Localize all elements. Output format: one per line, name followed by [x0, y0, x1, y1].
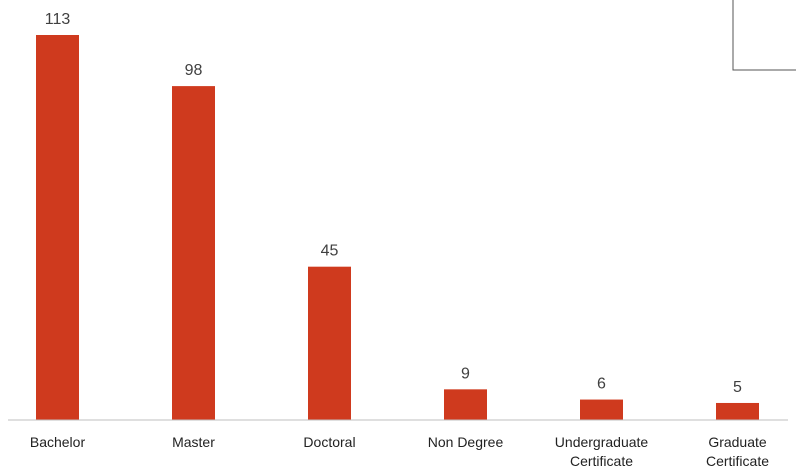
data-label-0: 113 [45, 11, 71, 28]
category-label-1-0: Master [172, 434, 215, 450]
bar-2 [308, 266, 351, 420]
data-label-4: 6 [597, 376, 606, 393]
category-label-4-1: Certificate [570, 453, 633, 469]
data-label-2: 45 [321, 243, 339, 260]
category-label-2-0: Doctoral [303, 434, 355, 450]
bar-1 [172, 86, 215, 420]
bar-3 [444, 389, 487, 420]
category-label-0-0: Bachelor [30, 434, 86, 450]
bar-0 [36, 35, 79, 420]
bar-4 [580, 399, 623, 420]
category-label-5-0: Graduate [708, 434, 767, 450]
bar-5 [716, 402, 759, 420]
data-label-3: 9 [461, 365, 470, 382]
data-label-5: 5 [733, 379, 742, 396]
category-label-3-0: Non Degree [428, 434, 504, 450]
data-label-1: 98 [185, 62, 203, 79]
category-label-4-0: Undergraduate [555, 434, 649, 450]
category-label-5-1: Certificate [706, 453, 769, 469]
legend-box [732, 0, 796, 71]
